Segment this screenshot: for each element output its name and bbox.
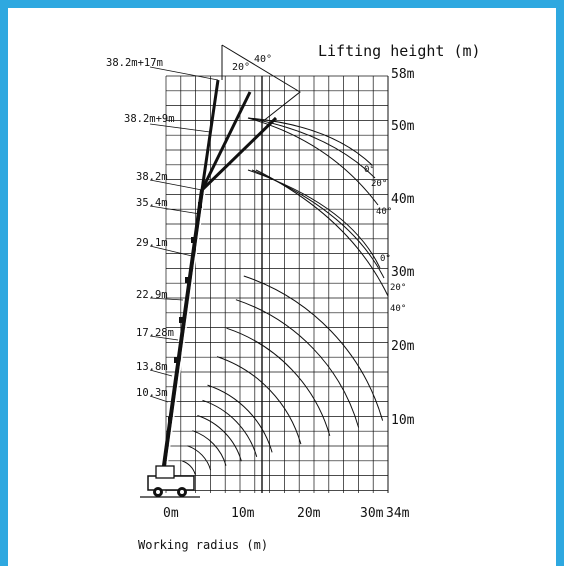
boom-length-label: 38.2m+17m (106, 57, 163, 69)
jib-angle-frame (221, 44, 301, 123)
working-range-arc (243, 275, 384, 421)
jib-20deg (200, 91, 252, 191)
jib-angle-label: 20° (390, 283, 406, 293)
label-leader-line (149, 123, 211, 133)
jib-angle-label: 20° (232, 62, 250, 73)
label-leader-line (149, 395, 169, 403)
height-tick-label: 20m (391, 339, 415, 354)
label-leader-line (149, 245, 193, 257)
main-boom (160, 189, 204, 481)
jib-angle-label: 40° (390, 304, 406, 314)
working-range-arc (207, 384, 273, 453)
height-tick-label: 10m (391, 413, 415, 428)
working-range-arc (197, 415, 242, 462)
jib-angle-label: 0° (380, 254, 391, 264)
boom-length-label: 29.1m (136, 237, 168, 249)
boom-section-joint (191, 237, 195, 243)
radius-tick-label: 10m (231, 506, 255, 521)
boom-section-joint (174, 357, 178, 363)
working-range-arc (182, 460, 196, 475)
working-range-arcs (182, 117, 389, 475)
boom-section-joint (185, 277, 189, 283)
boom-length-label: 38.2m+9m (124, 113, 175, 125)
main-boom-highlight (164, 189, 206, 481)
boom-length-label: 38.2m (136, 171, 168, 183)
height-tick-label: 58m (391, 67, 415, 82)
working-range-arc (187, 445, 212, 471)
label-leader-line (149, 335, 179, 341)
crane-carrier-icon (140, 465, 200, 498)
lifting-height-title: Lifting height (m) (318, 42, 481, 60)
boom-length-label: 22.9m (136, 289, 168, 301)
wheel-hub-icon (180, 490, 184, 494)
height-tick-label: 50m (391, 119, 415, 134)
working-radius-title: Working radius (m) (138, 538, 268, 552)
jib-angle-label: 40° (254, 54, 272, 65)
working-range-arc (202, 399, 258, 457)
jib-range-arc (247, 117, 379, 206)
label-leader-line (149, 297, 184, 301)
radius-tick-label: 20m (297, 506, 321, 521)
boom-length-label: 13.8m (136, 361, 168, 373)
boom-length-label: 35.4m (136, 197, 168, 209)
radius-tick-label: 0m (163, 506, 179, 521)
boom-length-label: 17.28m (136, 327, 174, 339)
radius-tick-label: 34m (386, 506, 410, 521)
radius-tick-label: 30m (360, 506, 384, 521)
working-range-arc (216, 356, 302, 445)
jib-range-arc (247, 117, 373, 166)
height-tick-label: 40m (391, 192, 415, 207)
working-range-arc (235, 299, 360, 428)
jib-angle-label: 40° (376, 207, 392, 217)
jib-range-arc (247, 117, 376, 179)
label-leader-line (149, 205, 201, 215)
label-leader-line (149, 66, 219, 81)
working-range-arc (226, 327, 331, 436)
label-leader-line (149, 369, 173, 377)
height-tick-label: 30m (391, 265, 415, 280)
jib-angle-label: 20° (371, 179, 387, 189)
chart-grid (165, 75, 389, 493)
wheel-hub-icon (156, 490, 160, 494)
carrier-cab (155, 465, 175, 479)
jib-angle-label: 0° (364, 165, 375, 175)
working-range-arc (192, 430, 227, 466)
jib-0deg (200, 79, 220, 191)
boom-section-joint (168, 417, 172, 423)
boom-section-joint (179, 317, 183, 323)
jib-range-arc (255, 169, 389, 297)
crane-boom (149, 44, 301, 481)
boom-section-joint (198, 202, 202, 208)
label-leader-line (149, 179, 203, 191)
jib-40deg (200, 116, 278, 192)
boom-length-label: 10.3m (136, 387, 168, 399)
